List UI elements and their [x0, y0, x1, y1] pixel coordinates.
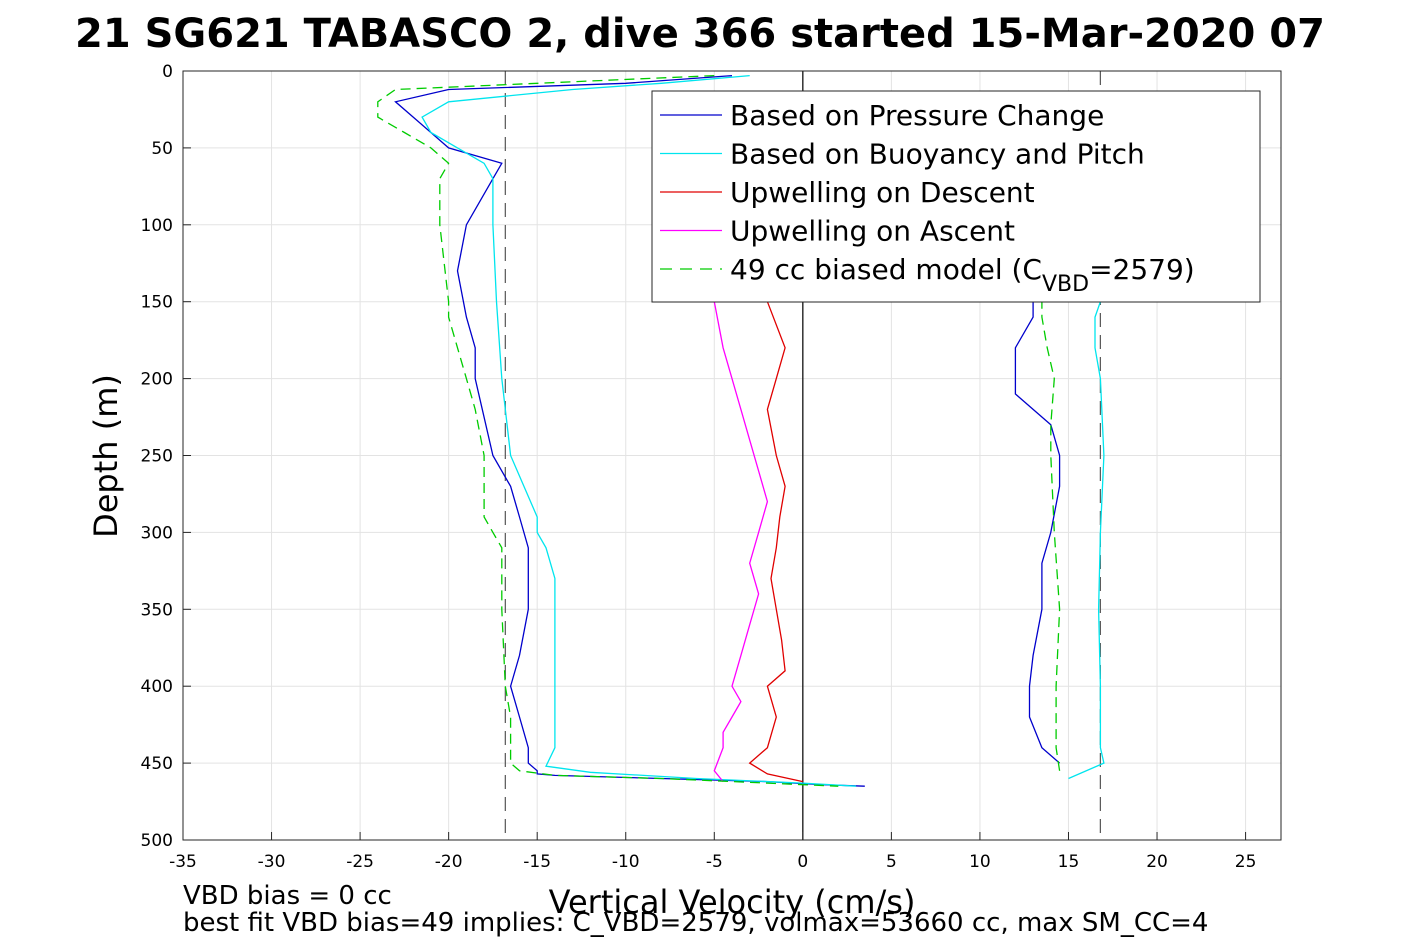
x-tick-label: -20 [435, 852, 463, 872]
legend-label: Upwelling on Descent [730, 176, 1035, 209]
x-tick-label: 20 [1146, 852, 1168, 872]
x-tick-label: 0 [797, 852, 808, 872]
x-tick-label: 10 [969, 852, 991, 872]
x-tick-label: -25 [346, 852, 374, 872]
series-0-line-ascent [1014, 301, 1061, 764]
axis-ticks: -35 -30 -25 -20 -15 -10 -5 0 5 10 15 20 250501001502… [141, 62, 1257, 872]
x-tick-label: -15 [523, 852, 551, 872]
x-tick-label: -35 [169, 852, 197, 872]
y-tick-label: 250 [141, 447, 173, 467]
y-tick-label: 200 [141, 370, 173, 390]
y-tick-label: 350 [141, 600, 173, 620]
y-tick-label: 0 [162, 62, 173, 82]
series-3-line [713, 301, 769, 783]
y-axis-label: Depth (m) [87, 374, 125, 538]
x-axis-label: Vertical Velocity (cm/s) [549, 883, 916, 921]
x-tick-label: -30 [258, 852, 286, 872]
legend-label: Based on Pressure Change [730, 99, 1104, 132]
chart-title: 21 SG621 TABASCO 2, dive 366 started 15-… [75, 11, 1325, 57]
x-tick-label: -5 [706, 852, 723, 872]
x-tick-label: -10 [612, 852, 640, 872]
y-tick-label: 150 [141, 293, 173, 313]
series-lines [377, 74, 1105, 787]
y-tick-label: 300 [141, 523, 173, 543]
series-1-line-descent [421, 74, 857, 787]
x-tick-label: 15 [1058, 852, 1080, 872]
y-tick-label: 400 [141, 677, 173, 697]
footer-line-1: VBD bias = 0 cc [183, 881, 392, 911]
legend-label: Upwelling on Ascent [730, 215, 1015, 248]
y-tick-label: 450 [141, 754, 173, 774]
x-tick-label: 5 [886, 852, 897, 872]
y-tick-label: 500 [141, 831, 173, 851]
y-tick-label: 50 [151, 139, 173, 159]
legend-label: Based on Buoyancy and Pitch [730, 138, 1145, 171]
series-2-line [748, 301, 803, 783]
series-1-line-ascent [1068, 286, 1105, 780]
legend: Based on Pressure Change Based on Buoyanc… [651, 90, 1261, 303]
series-4-line-descent [377, 74, 839, 787]
x-tick-label: 25 [1235, 852, 1257, 872]
legend-label: 49 cc biased model (CVBD=2579) [730, 253, 1195, 297]
y-tick-label: 100 [141, 216, 173, 236]
legend-box [651, 90, 1261, 303]
footer-line-2: best fit VBD bias=49 implies: C_VBD=2579… [183, 908, 1208, 938]
